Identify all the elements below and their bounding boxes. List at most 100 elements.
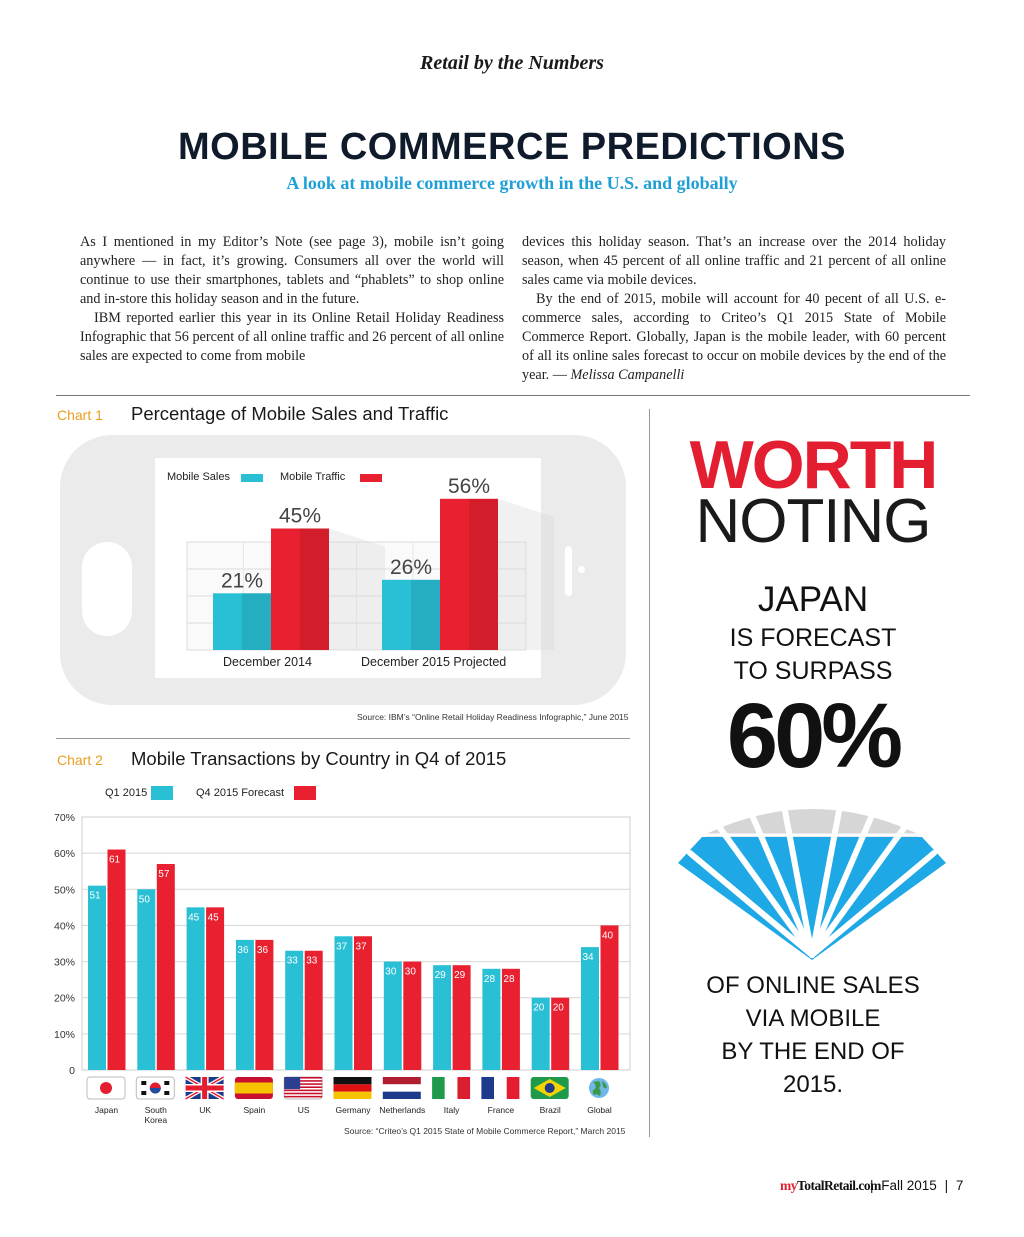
- flag-stripe: [333, 1077, 372, 1085]
- chart1-bar: [213, 593, 271, 650]
- chart2-category-label: US: [298, 1105, 310, 1115]
- byline: Melissa Campanelli: [570, 367, 685, 383]
- chart2-category-label: South: [145, 1105, 167, 1115]
- sidebar-text: BY THE END OF: [721, 1038, 905, 1065]
- flag-stripe: [481, 1077, 495, 1099]
- globe-icon: [589, 1078, 609, 1098]
- chart2-category-label: Netherlands: [379, 1105, 425, 1115]
- chart2-bar: [107, 849, 126, 1070]
- chart2-category-label: Korea: [144, 1115, 167, 1125]
- sidebar-percent: 60%: [726, 685, 903, 787]
- chart2-data-label: 20: [533, 1003, 545, 1014]
- chart1-source: Source: IBM’s “Online Retail Holiday Rea…: [357, 712, 629, 722]
- chart2-category-label: Italy: [444, 1105, 460, 1115]
- chart2-ytick-label: 40%: [54, 920, 75, 932]
- chart2-data-label: 28: [484, 974, 496, 985]
- chart2-title: Mobile Transactions by Country in Q4 of …: [131, 748, 507, 769]
- flag-cross: [185, 1085, 224, 1091]
- chart1-bar: [440, 498, 498, 650]
- chart2-category-label: Japan: [95, 1105, 118, 1115]
- flag-stripe: [382, 1091, 421, 1099]
- page-number: 7: [955, 1178, 964, 1193]
- chart2-data-label: 34: [583, 952, 595, 963]
- chart2-ytick-label: 0: [69, 1065, 75, 1077]
- chart1-bar-shade: [242, 593, 271, 650]
- italy-flag-icon: [432, 1077, 471, 1099]
- article-column-left: As I mentioned in my Editor’s Note (see …: [80, 233, 504, 366]
- flag-disc-half: [149, 1088, 161, 1094]
- article-column-right: devices this holiday season. That’s an i…: [522, 233, 946, 385]
- chart1-category-label: December 2015 Projected: [361, 655, 507, 669]
- france-flag-icon: [481, 1077, 520, 1099]
- chart1-data-label: 26%: [390, 556, 432, 579]
- chart2-bar: [206, 907, 225, 1070]
- chart2-data-label: 33: [287, 956, 299, 967]
- legend-label: Q1 2015: [105, 787, 148, 799]
- chart2-data-label: 29: [454, 970, 466, 981]
- chart2-category-label: France: [488, 1105, 515, 1115]
- flag-stripe: [444, 1077, 458, 1099]
- japan-flag-icon: [86, 1076, 126, 1100]
- flag-stripe: [284, 1080, 323, 1082]
- chart2-data-label: 45: [188, 912, 200, 923]
- spain-flag-icon: [234, 1077, 273, 1099]
- chart2-bar: [551, 997, 570, 1070]
- article-paragraph: By the end of 2015, mobile will account …: [522, 290, 946, 385]
- legend-swatch: [360, 474, 382, 482]
- footer-issue-label: Fall 2015: [881, 1178, 937, 1193]
- chart2-bar: [433, 965, 452, 1070]
- flag-stripe: [284, 1086, 323, 1088]
- flag-stripe: [284, 1095, 323, 1098]
- flag-trigram: [164, 1091, 170, 1095]
- sidebar-text: IS FORECAST: [729, 624, 897, 652]
- chart2-data-label: 20: [553, 1003, 565, 1014]
- chart2-data-label: 33: [306, 956, 318, 967]
- flag-stripe: [382, 1084, 421, 1092]
- chart2-ytick-label: 30%: [54, 957, 75, 969]
- sidebar-text: TO SURPASS: [733, 657, 893, 685]
- footer-separator: |: [944, 1178, 949, 1193]
- legend-label: Q4 2015 Forecast: [196, 787, 285, 799]
- chart1-bar-shadow: [498, 498, 554, 650]
- footer-issue: | Fall 2015 | 7: [870, 1178, 963, 1193]
- flag-stripe: [284, 1083, 323, 1085]
- legend-swatch: [151, 786, 173, 800]
- chart2-source: Source: “Criteo’s Q1 2015 State of Mobil…: [344, 1126, 626, 1136]
- chart2-data-label: 28: [503, 974, 515, 985]
- globe-land: [602, 1081, 607, 1089]
- phone-home-button-icon: [82, 542, 132, 636]
- chart2-ytick-label: 50%: [54, 884, 75, 896]
- phone-speaker-icon: [565, 546, 572, 596]
- section-header: Retail by the Numbers: [420, 52, 604, 74]
- chart2-bar: [137, 889, 156, 1070]
- chart2-bar: [304, 950, 323, 1070]
- chart1-bar-shade: [300, 528, 329, 650]
- chart2-bar: [354, 936, 372, 1070]
- chart1-bar-shade: [411, 579, 440, 650]
- sidebar-text: 2015.: [782, 1071, 844, 1098]
- article-paragraph: As I mentioned in my Editor’s Note (see …: [80, 234, 504, 307]
- chart2-data-label: 36: [257, 945, 269, 956]
- article-paragraph-text: By the end of 2015, mobile will account …: [522, 291, 946, 383]
- flag-stripe: [494, 1077, 507, 1099]
- brazil-flag-icon: [530, 1077, 569, 1099]
- chart2-bar: [334, 936, 353, 1070]
- flag-stripe: [432, 1077, 445, 1099]
- legend-swatch: [294, 786, 316, 800]
- flag-stripe: [382, 1077, 421, 1085]
- chart2-bar: [482, 968, 501, 1070]
- globe-land: [592, 1081, 601, 1096]
- sidebar-text: OF ONLINE SALES: [706, 972, 920, 999]
- south-korea-flag-icon: [135, 1076, 175, 1100]
- article-paragraph: IBM reported earlier this year in its On…: [80, 310, 504, 364]
- chart2-bar: [581, 947, 599, 1070]
- chart2-data-label: 36: [237, 945, 249, 956]
- chart2-ytick-label: 70%: [54, 812, 75, 824]
- chart1-number: Chart 1: [57, 407, 103, 423]
- chart2-data-label: 51: [90, 891, 102, 902]
- article-paragraph: devices this holiday season. That’s an i…: [522, 234, 946, 288]
- chart2-bar: [403, 961, 422, 1070]
- chart2-number: Chart 2: [57, 752, 103, 768]
- chart1-data-label: 21%: [221, 569, 263, 592]
- chart2-data-label: 61: [109, 855, 121, 866]
